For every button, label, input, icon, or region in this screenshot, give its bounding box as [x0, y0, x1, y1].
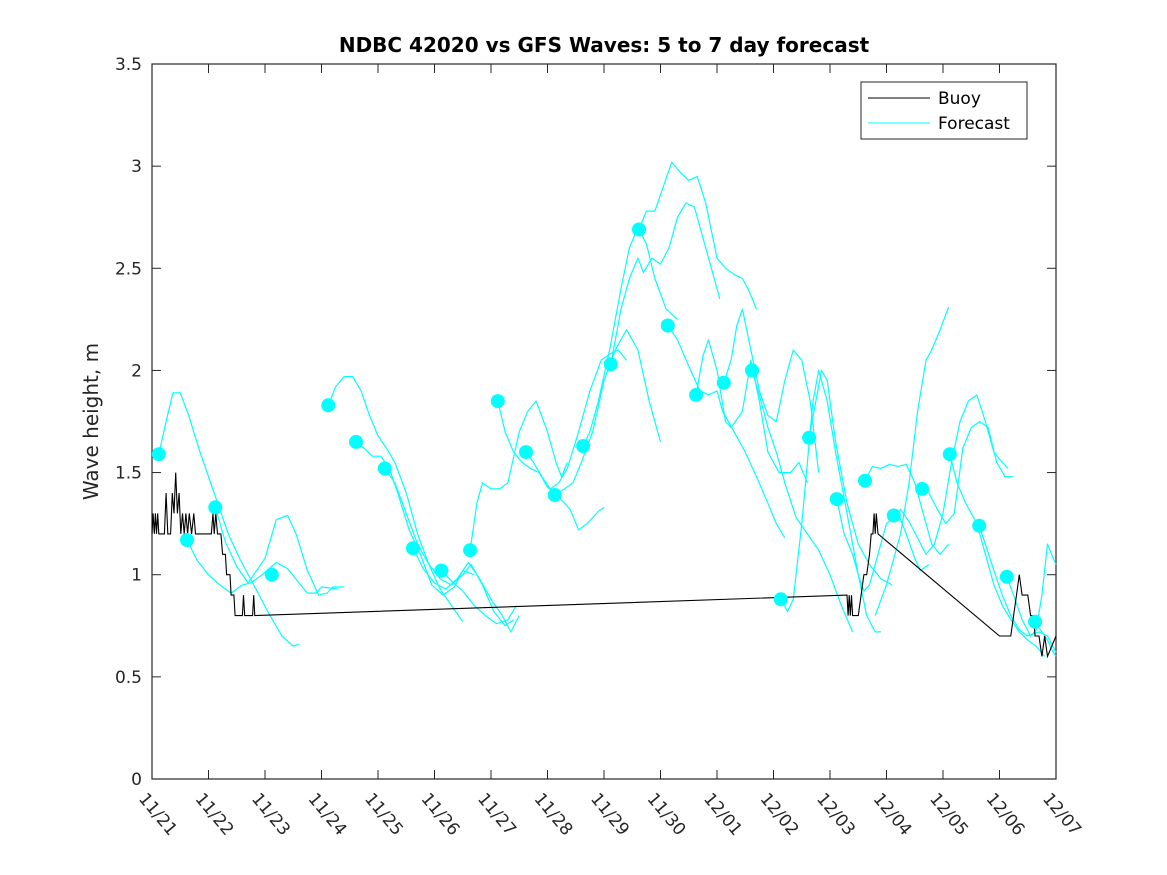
- forecast-line: [949, 454, 1046, 657]
- forecast-marker: [972, 518, 987, 533]
- x-tick-label: 11/28: [530, 789, 577, 839]
- x-tick-label: 12/06: [982, 789, 1029, 839]
- forecast-marker: [180, 533, 194, 547]
- forecast-marker: [1028, 614, 1043, 629]
- forecast-marker: [942, 447, 957, 462]
- y-tick-label: 0.5: [115, 668, 142, 688]
- x-tick-label: 11/27: [473, 789, 520, 839]
- forecast-marker: [660, 318, 675, 333]
- forecast-marker: [603, 357, 618, 372]
- x-tick-label: 11/26: [417, 789, 464, 839]
- forecast-marker: [547, 488, 562, 502]
- legend-forecast-label: Forecast: [938, 114, 1010, 134]
- forecast-marker: [321, 398, 336, 413]
- y-axis: 0 0.5 1 1.5 2 2.5 3 3.5: [115, 55, 1056, 790]
- forecast-line: [780, 369, 881, 633]
- chart-title: NDBC 42020 vs GFS Waves: 5 to 7 day fore…: [339, 33, 870, 57]
- legend-buoy-label: Buoy: [938, 89, 981, 109]
- x-tick-label: 11/23: [247, 789, 294, 839]
- forecast-line: [1034, 621, 1057, 657]
- forecast-line: [1006, 543, 1057, 637]
- forecast-line: [610, 202, 721, 365]
- legend-box: [860, 81, 1028, 140]
- forecast-line: [836, 498, 930, 592]
- y-tick-label: 1.5: [115, 464, 142, 484]
- forecast-marker: [802, 430, 817, 445]
- y-tick-label: 3.5: [115, 55, 142, 75]
- x-tick-label: 11/30: [643, 789, 690, 839]
- forecast-marker: [716, 375, 731, 390]
- buoy-line: [151, 472, 1057, 659]
- forecast-marker: [406, 541, 420, 556]
- forecast-line: [864, 463, 950, 555]
- x-tick-label: 12/04: [869, 789, 916, 839]
- forecast-line: [638, 161, 758, 310]
- forecast-marker: [490, 394, 505, 409]
- forecast-marker: [576, 439, 591, 453]
- forecast-line: [327, 376, 464, 623]
- forecast-marker: [264, 567, 279, 582]
- x-tick-label: 12/01: [699, 789, 746, 839]
- y-tick-label: 2.5: [115, 259, 142, 279]
- forecast-line: [440, 570, 517, 625]
- forecast-line: [186, 539, 339, 594]
- forecast-line: [525, 349, 628, 490]
- forecast-line: [695, 339, 808, 484]
- x-tick-label: 11/25: [360, 789, 407, 839]
- forecast-marker: [632, 222, 646, 237]
- axes-box: [151, 63, 1057, 780]
- forecast-marker: [434, 563, 449, 578]
- y-tick-label: 1: [131, 566, 142, 586]
- forecast-marker: [745, 363, 759, 378]
- x-tick-label: 11/24: [304, 789, 351, 839]
- forecast-marker: [463, 543, 478, 558]
- x-tick-label: 11/22: [191, 789, 238, 839]
- forecast-line: [554, 329, 662, 496]
- forecast-line: [469, 400, 568, 551]
- forecast-line: [582, 226, 678, 447]
- x-tick-label: 12/02: [756, 789, 803, 839]
- forecast-marker: [377, 461, 392, 476]
- forecast-line: [158, 392, 300, 647]
- forecast-marker: [349, 434, 363, 449]
- x-tick-label: 11/21: [134, 789, 181, 839]
- x-tick-label: 12/05: [925, 789, 972, 839]
- forecast-marker: [773, 592, 788, 607]
- forecast-marker: [829, 492, 844, 507]
- forecast-marker: [886, 508, 901, 523]
- forecast-line: [214, 507, 345, 596]
- forecast-line: [355, 441, 475, 596]
- y-tick-label: 3: [131, 157, 142, 177]
- buoy-layer: [151, 472, 1057, 659]
- y-tick-label: 0: [131, 770, 142, 790]
- forecast-layer: [158, 161, 1057, 657]
- marker-layer: [151, 222, 1043, 629]
- forecast-marker: [915, 481, 930, 496]
- forecast-line: [874, 306, 950, 616]
- x-tick-label: 12/07: [1038, 789, 1085, 839]
- forecast-marker: [999, 569, 1014, 584]
- forecast-line: [751, 370, 854, 633]
- y-tick-label: 2: [131, 361, 142, 381]
- forecast-line: [667, 325, 786, 539]
- x-tick-label: 11/29: [586, 789, 633, 839]
- forecast-line: [808, 369, 893, 586]
- forecast-line: [384, 468, 514, 627]
- forecast-marker: [858, 473, 872, 488]
- x-tick-label: 12/03: [812, 789, 859, 839]
- forecast-marker: [689, 387, 704, 402]
- forecast-line: [497, 400, 605, 531]
- forecast-marker: [519, 445, 533, 460]
- forecast-marker: [208, 500, 223, 515]
- y-axis-label: Wave height, m: [79, 343, 103, 500]
- plot-area: [151, 63, 1057, 780]
- forecast-line: [723, 308, 820, 473]
- legend: Buoy Forecast: [860, 81, 1028, 140]
- forecast-marker: [151, 447, 166, 462]
- forecast-line: [921, 420, 1014, 525]
